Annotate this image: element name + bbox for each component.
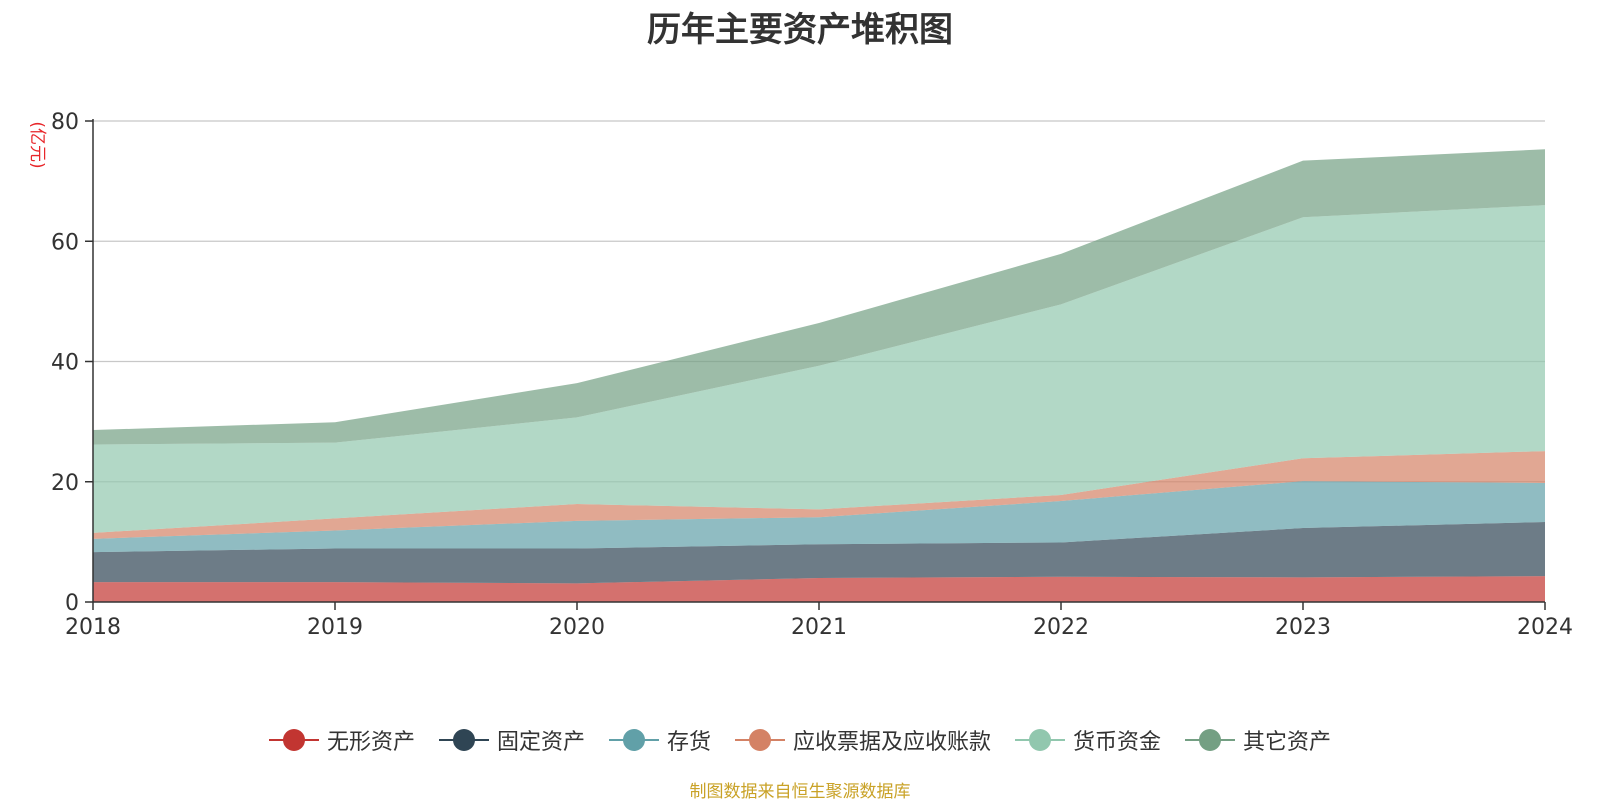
y-tick-label: 80	[51, 110, 79, 135]
legend-dot	[622, 729, 645, 751]
x-tick-label: 2024	[1517, 615, 1573, 640]
y-axis-label: (亿元)	[27, 121, 47, 168]
area-series-5	[93, 205, 1545, 533]
legend-label: 无形资产	[326, 730, 415, 755]
area-series-2	[93, 522, 1545, 584]
area-series-6	[93, 149, 1545, 445]
area-series-1	[93, 576, 1545, 602]
legend-dot	[282, 729, 305, 751]
legend-marker-icon	[608, 729, 659, 751]
chart-title: 历年主要资产堆积图	[647, 10, 953, 50]
x-tick-label: 2019	[307, 615, 363, 640]
legend-marker-icon	[1015, 729, 1066, 751]
legend-item[interactable]: 货币资金	[1015, 724, 1161, 756]
legend-dot	[452, 729, 475, 751]
x-tick-label: 2018	[65, 615, 121, 640]
source-note: 制图数据来自恒生聚源数据库	[689, 782, 911, 802]
legend-label: 其它资产	[1243, 730, 1332, 755]
y-tick-label: 60	[51, 230, 79, 255]
legend-label: 应收票据及应收账款	[793, 730, 992, 755]
x-tick-label: 2022	[1033, 615, 1089, 640]
x-tick-label: 2023	[1275, 615, 1331, 640]
legend-label: 货币资金	[1073, 730, 1162, 755]
legend-marker-icon	[268, 729, 319, 751]
legend-dot	[1029, 729, 1052, 751]
legend-dot	[749, 729, 771, 751]
x-tick-label: 2021	[791, 615, 847, 640]
legend-marker-icon	[438, 729, 489, 751]
legend-item[interactable]: 无形资产	[268, 724, 415, 756]
legend-item[interactable]: 应收票据及应收账款	[735, 724, 991, 756]
legend-item[interactable]: 其它资产	[1185, 724, 1331, 756]
legend-label: 固定资产	[496, 730, 585, 755]
legend-marker-icon	[735, 729, 785, 751]
legend-dot	[1199, 729, 1222, 751]
y-tick-label: 40	[51, 351, 79, 376]
y-tick-label: 0	[65, 591, 79, 616]
legend-label: 存货	[666, 730, 711, 755]
area-series-4	[93, 451, 1545, 539]
legend-item[interactable]: 固定资产	[438, 724, 585, 756]
legend-marker-icon	[1185, 729, 1236, 751]
area-series-3	[93, 481, 1545, 553]
x-tick-label: 2020	[549, 615, 605, 640]
legend-item[interactable]: 存货	[608, 724, 711, 756]
legend: 无形资产 固定资产 存货 应收票据及应收账款 货币资金 其它资产	[0, 720, 1600, 760]
y-tick-label: 20	[51, 471, 79, 496]
